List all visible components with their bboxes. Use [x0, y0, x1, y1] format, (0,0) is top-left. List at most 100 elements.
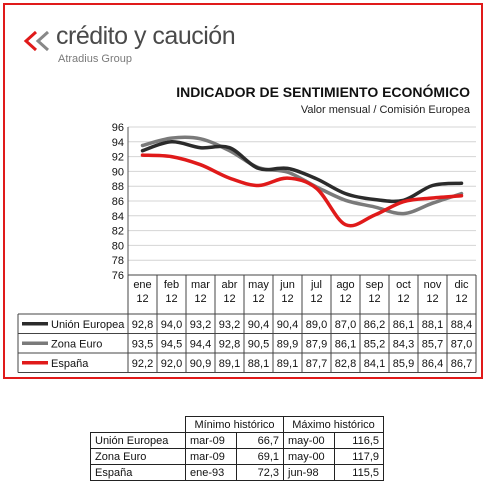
- y-tick-label: 96: [112, 122, 124, 134]
- historic-max-value: 116,5: [334, 432, 384, 449]
- data-label: 86,4: [422, 358, 443, 370]
- data-label: 92,8: [132, 319, 153, 331]
- y-tick-label: 86: [112, 196, 124, 208]
- historic-header-row: Mínimo histórico Máximo histórico: [91, 416, 384, 433]
- legend-label: Zona Euro: [51, 338, 102, 350]
- y-tick-label: 76: [112, 270, 124, 282]
- data-label: 85,2: [364, 338, 385, 350]
- data-label: 90,4: [248, 319, 269, 331]
- historic-min-value: 66,7: [236, 432, 284, 449]
- data-label: 93,2: [190, 319, 211, 331]
- data-label: 88,1: [248, 358, 269, 370]
- x-tick-label: feb: [164, 279, 179, 291]
- y-tick-label: 94: [112, 137, 124, 149]
- data-label: 93,5: [132, 338, 153, 350]
- y-tick-label: 78: [112, 255, 124, 267]
- chart: 76 78 80 82 84 86 88 90 92 94 96 ene 12 feb 12 mar 12 abr…: [17, 122, 477, 373]
- x-tick-label: 12: [223, 293, 235, 305]
- chart-frame: [3, 3, 483, 379]
- data-label: 92,0: [161, 358, 182, 370]
- historic-max-value: 117,9: [334, 448, 384, 465]
- x-tick-label: 12: [281, 293, 293, 305]
- y-tick-label: 82: [112, 226, 124, 238]
- legend-label: España: [51, 358, 89, 370]
- logo-subtitle: Atradius Group: [58, 53, 132, 65]
- data-label: 84,1: [364, 358, 385, 370]
- data-label: 89,0: [306, 319, 327, 331]
- x-tick-label: 12: [165, 293, 177, 305]
- historic-max-date: may-00: [283, 432, 335, 449]
- data-label: 82,8: [335, 358, 356, 370]
- x-tick-label: oct: [396, 279, 411, 291]
- data-label: 92,8: [219, 338, 240, 350]
- logo-brand: crédito y caución: [56, 22, 236, 50]
- x-tick-label: jul: [310, 279, 322, 291]
- y-tick-label: 80: [112, 240, 124, 252]
- historic-country: Unión Europea: [90, 432, 186, 449]
- series-line: [140, 153, 464, 228]
- data-label: 90,5: [248, 338, 269, 350]
- x-tick-label: 12: [426, 293, 438, 305]
- data-label: 93,2: [219, 319, 240, 331]
- x-tick-label: abr: [222, 279, 238, 291]
- historic-corner: [91, 417, 186, 433]
- y-tick-label: 84: [112, 211, 124, 223]
- data-label: 94,0: [161, 319, 182, 331]
- data-label: 86,2: [364, 319, 385, 331]
- historic-country: España: [90, 464, 186, 481]
- historic-row: Unión Europea mar-09 66,7 may-00 116,5: [90, 432, 384, 449]
- historic-max-date: may-00: [283, 448, 335, 465]
- data-label: 89,9: [277, 338, 298, 350]
- x-tick-label: 12: [397, 293, 409, 305]
- data-label: 85,9: [393, 358, 414, 370]
- y-tick-label: 90: [112, 166, 124, 178]
- data-label: 84,3: [393, 338, 414, 350]
- data-label: 94,4: [190, 338, 211, 350]
- data-label: 88,4: [451, 319, 472, 331]
- x-tick-label: may: [248, 279, 269, 291]
- x-tick-label: mar: [191, 279, 210, 291]
- x-tick-label: 12: [252, 293, 264, 305]
- x-tick-label: 12: [368, 293, 380, 305]
- x-tick-label: 12: [136, 293, 148, 305]
- data-label: 86,1: [335, 338, 356, 350]
- data-label: 90,9: [190, 358, 211, 370]
- x-tick-label: jun: [279, 279, 295, 291]
- chart-title: INDICADOR DE SENTIMIENTO ECONÓMICO: [176, 84, 470, 100]
- historic-table: Mínimo histórico Máximo histórico Unión …: [90, 416, 384, 481]
- x-tick-label: nov: [424, 279, 442, 291]
- x-tick-label: dic: [454, 279, 469, 291]
- x-tick-label: ago: [336, 279, 354, 291]
- historic-min-date: ene-93: [185, 464, 237, 481]
- historic-row: España ene-93 72,3 jun-98 115,5: [90, 464, 384, 481]
- logo: crédito y caución Atradius Group: [22, 22, 262, 70]
- data-label: 87,7: [306, 358, 327, 370]
- data-label: 86,1: [393, 319, 414, 331]
- x-tick-label: 12: [339, 293, 351, 305]
- y-tick-label: 92: [112, 152, 124, 164]
- historic-max-value: 115,5: [334, 464, 384, 481]
- x-tick-label: sep: [366, 279, 384, 291]
- chevron-logo-icon: [23, 30, 50, 52]
- x-tick-label: ene: [133, 279, 151, 291]
- historic-min-header: Mínimo histórico: [185, 416, 284, 433]
- y-tick-label: 88: [112, 181, 124, 193]
- series-line: [140, 135, 464, 216]
- historic-max-date: jun-98: [283, 464, 335, 481]
- x-tick-label: 12: [194, 293, 206, 305]
- chart-subtitle: Valor mensual / Comisión Europea: [300, 104, 470, 116]
- data-label: 85,7: [422, 338, 443, 350]
- data-label: 87,0: [335, 319, 356, 331]
- historic-country: Zona Euro: [90, 448, 186, 465]
- data-label: 92,2: [132, 358, 153, 370]
- historic-min-date: mar-09: [185, 432, 237, 449]
- historic-max-header: Máximo histórico: [283, 416, 384, 433]
- data-label: 87,0: [451, 338, 472, 350]
- x-tick-label: 12: [455, 293, 467, 305]
- data-label: 88,1: [422, 319, 443, 331]
- data-label: 89,1: [277, 358, 298, 370]
- data-label: 89,1: [219, 358, 240, 370]
- historic-row: Zona Euro mar-09 69,1 may-00 117,9: [90, 448, 384, 465]
- historic-min-value: 72,3: [236, 464, 284, 481]
- historic-min-date: mar-09: [185, 448, 237, 465]
